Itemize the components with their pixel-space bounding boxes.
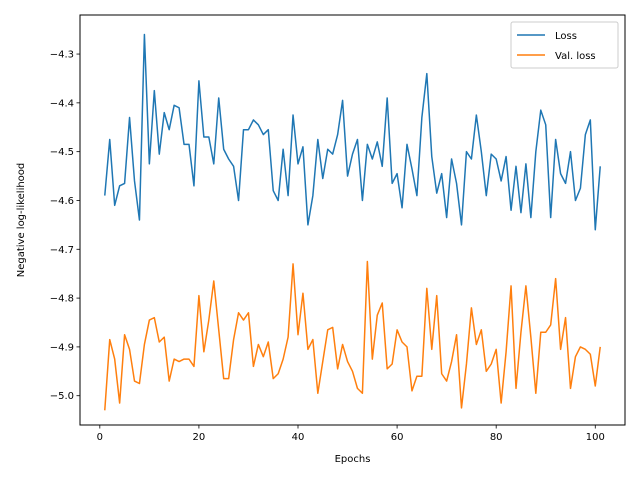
legend-label-loss: Loss — [555, 31, 577, 42]
plot-area: 0 20 40 60 80 100 −5.0 −4.9 −4.8 −4.7 −4.6 −4.5 −4.… — [50, 14, 626, 443]
y-axis-ticks: −5.0 −4.9 −4.8 −4.7 −4.6 −4.5 −4.4 −4.3 — [50, 50, 80, 402]
legend-box — [510, 21, 619, 69]
x-tick-label: 60 — [391, 432, 404, 443]
y-tick-label: −4.7 — [50, 245, 74, 256]
x-axis-label: Epochs — [335, 454, 371, 465]
series-layer — [104, 33, 601, 411]
x-tick-label: 40 — [292, 432, 305, 443]
legend-label-val-loss: Val. loss — [555, 51, 596, 62]
y-tick-label: −4.8 — [50, 294, 74, 305]
x-axis-ticks: 0 20 40 60 80 100 — [97, 425, 605, 443]
y-axis-label: Negative log-likelihood — [16, 163, 27, 278]
y-tick-label: −4.6 — [50, 196, 74, 207]
legend: Loss Val. loss — [510, 21, 619, 69]
x-tick-label: 0 — [97, 432, 103, 443]
x-tick-label: 80 — [490, 432, 503, 443]
y-tick-label: −4.4 — [50, 98, 74, 109]
y-tick-label: −4.3 — [50, 50, 74, 61]
series-line-val-loss — [104, 260, 601, 411]
y-tick-label: −4.9 — [50, 342, 74, 353]
x-tick-label: 100 — [586, 432, 605, 443]
series-line-loss — [104, 33, 601, 231]
y-tick-label: −4.5 — [50, 147, 74, 158]
x-tick-label: 20 — [193, 432, 206, 443]
axes-frame — [79, 14, 626, 426]
y-tick-label: −5.0 — [50, 391, 74, 402]
